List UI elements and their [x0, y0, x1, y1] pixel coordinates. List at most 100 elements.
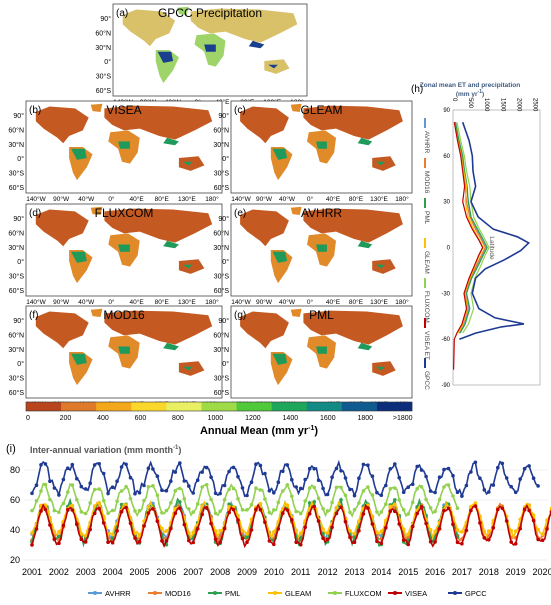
- ts-legend-marker: [153, 591, 157, 595]
- colorbar-tick: 0: [26, 415, 30, 422]
- ts-x-tick: 2007: [183, 567, 203, 577]
- ts-series-fluxcom-point: [178, 486, 182, 491]
- ts-series-gleam-point: [285, 503, 290, 508]
- ts-series-fluxcom-point: [137, 508, 142, 513]
- ts-series-gpcc-point: [321, 486, 325, 491]
- ts-series-gpcc-point: [487, 490, 491, 494]
- ts-series-gpcc-point: [182, 479, 187, 483]
- ts-series-gleam-point: [83, 534, 88, 538]
- ts-series-visea-point: [424, 521, 428, 526]
- ts-series-gpcc-point: [164, 488, 169, 493]
- colorbar-frame: [25, 401, 413, 412]
- ts-series-gleam-point: [133, 531, 137, 536]
- map-lon-tick: 80°E: [155, 298, 170, 306]
- map-lon-tick: 140°W: [231, 195, 251, 203]
- ts-series-gpcc-point: [531, 476, 536, 481]
- ts-series-visea-point: [513, 542, 518, 546]
- map-lat-tick: 90°: [218, 112, 229, 120]
- zonal-series-mod16: [454, 122, 486, 334]
- zonal-panel-label: (h): [411, 84, 423, 95]
- map-title: GLEAM: [300, 103, 342, 117]
- map-lat-tick: 30°S: [9, 375, 25, 383]
- zonal-x-tick: 500: [467, 98, 473, 109]
- ts-series-visea-point: [393, 509, 397, 514]
- ts-series-visea-point: [97, 506, 101, 511]
- ts-series-visea-point: [522, 507, 527, 512]
- land-mass: [90, 206, 103, 215]
- ts-series-gpcc-point: [79, 484, 84, 489]
- ts-series-gpcc-point: [361, 462, 366, 467]
- land-mass: [264, 59, 290, 74]
- ts-series-gpcc-point: [343, 476, 348, 480]
- map-panel-label: (a): [116, 8, 128, 19]
- ts-series-gleam-point: [531, 513, 536, 517]
- ts-series-gleam-point: [146, 505, 151, 509]
- ts-series-gleam-point: [513, 529, 518, 533]
- map-lat-tick: 30°N: [95, 44, 111, 52]
- ts-y-tick: 80: [10, 465, 20, 475]
- ts-series-fluxcom-point: [285, 483, 290, 487]
- ts-series-fluxcom-point: [290, 494, 294, 499]
- ts-series-gpcc-point: [325, 492, 330, 497]
- ts-series-gpcc-point: [455, 490, 460, 495]
- ts-series-gleam-point: [388, 504, 393, 509]
- ts-series-visea-point: [88, 527, 92, 532]
- ts-series-gleam-point: [473, 501, 478, 505]
- ts-series-gpcc-point: [88, 481, 92, 486]
- ts-series-fluxcom-point: [146, 485, 151, 489]
- ts-series-fluxcom-point: [169, 501, 173, 505]
- colorbar-swatch: [341, 402, 378, 411]
- ts-series-visea-point: [339, 505, 343, 510]
- ts-series-fluxcom-point: [200, 485, 204, 489]
- land-mass: [104, 208, 213, 243]
- ts-series-visea-point: [419, 504, 424, 509]
- ts-series-fluxcom-point: [115, 499, 119, 504]
- ts-series-gleam-point: [384, 518, 388, 523]
- map-lat-tick: 90°: [218, 215, 229, 223]
- land-mass: [190, 8, 298, 43]
- wet-region: [316, 141, 327, 149]
- ts-series-visea-point: [263, 520, 267, 524]
- ts-series-gpcc-point: [137, 491, 142, 495]
- colorbar: 0 200 400 600 800 1000 1200 1400 1600 1800 >1800 An…: [25, 401, 413, 437]
- ts-series-fluxcom-point: [433, 509, 437, 514]
- ts-series-fluxcom-point: [379, 510, 384, 514]
- ts-series-gpcc-point: [272, 491, 276, 495]
- ts-series-visea-point: [294, 540, 299, 544]
- ts-x-tick: 2004: [103, 567, 123, 577]
- ts-series-visea-point: [30, 543, 34, 547]
- ts-series-gleam-point: [375, 530, 379, 534]
- ts-series-fluxcom-point: [410, 500, 415, 505]
- ts-series-gleam-point: [379, 529, 384, 534]
- ts-series-visea-point: [540, 538, 545, 542]
- ts-series-pml-point: [352, 535, 357, 539]
- ts-series-gpcc-point: [204, 465, 209, 470]
- ts-series-fluxcom-point: [298, 511, 303, 516]
- map-panel-label: (b): [29, 105, 41, 116]
- map-lon-tick: 130°E: [178, 195, 196, 203]
- ts-series-visea-point: [464, 528, 469, 533]
- ts-series-visea-point: [352, 540, 357, 544]
- map-lon-tick: 180°: [395, 195, 409, 203]
- ts-series-gpcc-point: [213, 491, 218, 496]
- ts-series-gpcc-point: [249, 480, 254, 485]
- ts-series-visea-point: [325, 537, 330, 542]
- ts-series-visea-point: [307, 512, 312, 516]
- ts-legend-label: PML: [225, 589, 240, 598]
- ts-series-gpcc-point: [231, 465, 236, 470]
- map-panel-a: (a) GPCC Precipitation 90° 60°N 30°N 0° 30°S 60…: [95, 3, 308, 106]
- ts-series-gpcc-point: [43, 462, 48, 466]
- map-lat-tick: 0°: [222, 360, 229, 368]
- ts-series-visea-point: [437, 526, 442, 531]
- zonal-x-tick: 2500: [532, 98, 538, 112]
- ts-series-gpcc-point: [370, 474, 375, 479]
- wet-region: [163, 240, 179, 249]
- ts-series-visea-point: [397, 522, 402, 526]
- ts-series-gleam-point: [213, 529, 218, 533]
- ts-series-fluxcom-point: [254, 486, 258, 490]
- zonal-series-visea-et: [453, 122, 484, 370]
- ts-series-fluxcom-point: [92, 487, 97, 492]
- ts-series-gleam-point: [272, 530, 276, 534]
- colorbar-swatch: [271, 402, 308, 411]
- ts-series-fluxcom-point: [348, 510, 352, 515]
